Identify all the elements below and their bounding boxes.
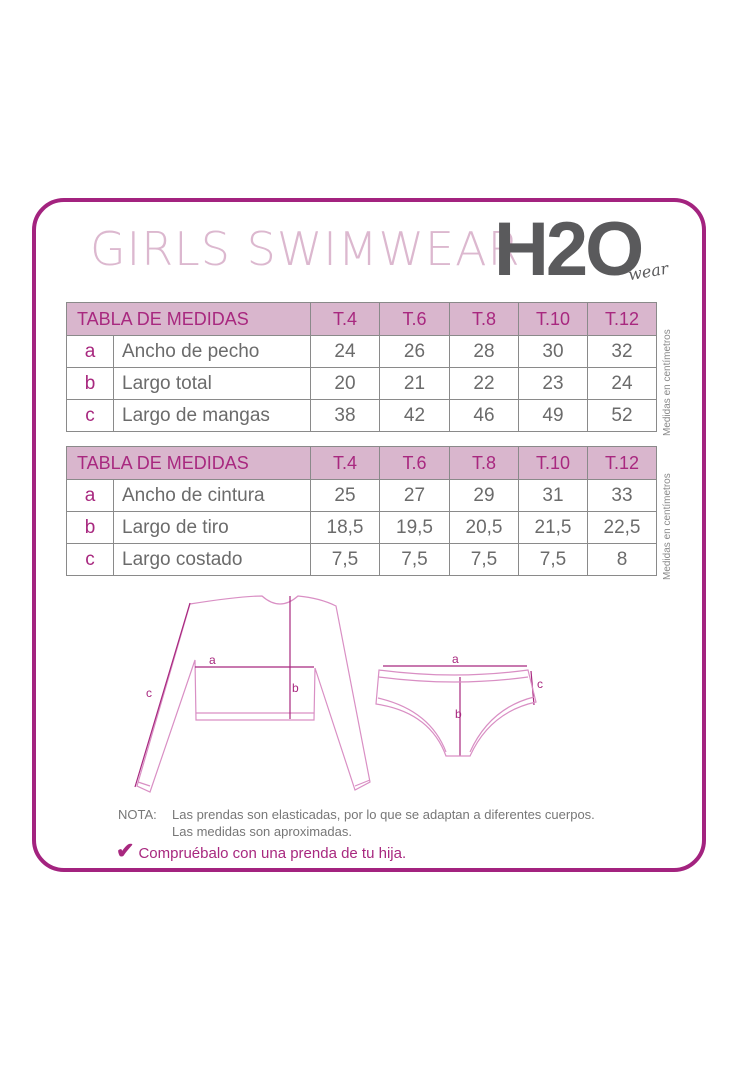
row-label: Largo total — [113, 367, 311, 400]
label-b: b — [292, 681, 299, 695]
page-title: GIRLS SWIMWEAR — [90, 222, 521, 276]
table-cell: 19,5 — [379, 511, 450, 544]
table-row: b Largo total 20 21 22 23 24 — [66, 367, 657, 400]
table-row: a Ancho de pecho 24 26 28 30 32 — [66, 335, 657, 368]
size-header: T.10 — [518, 302, 588, 336]
label-c: c — [146, 686, 152, 700]
row-key: b — [66, 511, 114, 544]
table-cell: 22 — [449, 367, 519, 400]
label-c: c — [537, 677, 543, 691]
top-shirt-drawing — [136, 595, 371, 793]
size-table-top: TABLA DE MEDIDAS T.4 T.6 T.8 T.10 T.12 a Ancho … — [66, 302, 657, 432]
check-note: ✔ Compruébalo con una prenda de tu hija. — [116, 838, 406, 864]
table-cell: 32 — [587, 335, 657, 368]
table-row: c Largo costado 7,5 7,5 7,5 7,5 8 — [66, 543, 657, 576]
table-cell: 38 — [310, 399, 380, 432]
table-cell: 42 — [379, 399, 450, 432]
table-cell: 25 — [310, 479, 380, 512]
table-cell: 46 — [449, 399, 519, 432]
table-header-row: TABLA DE MEDIDAS T.4 T.6 T.8 T.10 T.12 — [66, 446, 657, 480]
table-cell: 33 — [587, 479, 657, 512]
label-a: a — [209, 653, 216, 667]
note-line-2: Las medidas son aproximadas. — [172, 824, 352, 839]
table-title: TABLA DE MEDIDAS — [66, 302, 311, 336]
table-cell: 7,5 — [379, 543, 450, 576]
label-b: b — [455, 707, 462, 721]
table-cell: 30 — [518, 335, 588, 368]
table-cell: 18,5 — [310, 511, 380, 544]
table-cell: 29 — [449, 479, 519, 512]
row-label: Ancho de pecho — [113, 335, 311, 368]
table-cell: 24 — [310, 335, 380, 368]
size-header: T.4 — [310, 446, 380, 480]
table-cell: 7,5 — [310, 543, 380, 576]
size-header: T.10 — [518, 446, 588, 480]
row-key: b — [66, 367, 114, 400]
size-header: T.6 — [379, 302, 450, 336]
row-key: c — [66, 399, 114, 432]
checkmark-icon: ✔ — [116, 838, 135, 863]
size-header: T.8 — [449, 446, 519, 480]
row-label: Largo costado — [113, 543, 311, 576]
table-cell: 7,5 — [449, 543, 519, 576]
label-a: a — [452, 652, 459, 666]
table-cell: 20 — [310, 367, 380, 400]
table-cell: 8 — [587, 543, 657, 576]
size-header: T.6 — [379, 446, 450, 480]
size-table-bottom: TABLA DE MEDIDAS T.4 T.6 T.8 T.10 T.12 a Ancho … — [66, 446, 657, 576]
size-header: T.12 — [587, 446, 657, 480]
table-cell: 49 — [518, 399, 588, 432]
row-label: Largo de mangas — [113, 399, 311, 432]
row-label: Largo de tiro — [113, 511, 311, 544]
table-cell: 7,5 — [518, 543, 588, 576]
check-text: Compruébalo con una prenda de tu hija. — [138, 845, 407, 862]
note-line-1: Las prendas son elasticadas, por lo que … — [172, 807, 595, 822]
note-label: NOTA: — [118, 807, 157, 822]
table-row: c Largo de mangas 38 42 46 49 52 — [66, 399, 657, 432]
table-header-row: TABLA DE MEDIDAS T.4 T.6 T.8 T.10 T.12 — [66, 302, 657, 336]
bottom-briefs-drawing — [375, 669, 537, 757]
size-header: T.12 — [587, 302, 657, 336]
table-cell: 27 — [379, 479, 450, 512]
brand-logo: H2O — [494, 207, 644, 292]
table-cell: 52 — [587, 399, 657, 432]
table-cell: 22,5 — [587, 511, 657, 544]
